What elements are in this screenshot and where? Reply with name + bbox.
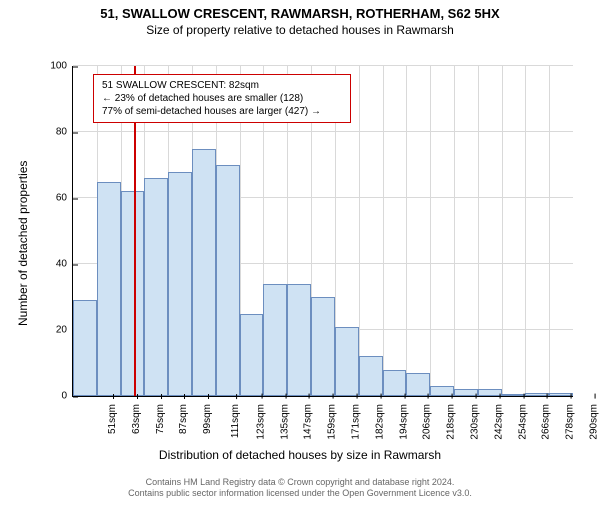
histogram-bar [192,149,216,397]
histogram-bar [121,191,145,396]
grid-vertical [359,66,360,396]
x-tick-label: 278sqm [565,404,576,440]
x-tick-label: 111sqm [230,404,241,438]
x-tick-label: 266sqm [541,404,552,440]
x-tick-label: 99sqm [202,404,213,434]
x-tick-label: 87sqm [178,404,189,434]
y-tick-label: 40 [56,259,73,270]
histogram-bar [311,297,335,396]
grid-vertical [549,66,550,396]
histogram-bar [383,370,407,396]
grid-vertical [383,66,384,396]
y-tick-label: 20 [56,325,73,336]
histogram-bar [168,172,192,396]
histogram-bar [478,389,502,396]
x-tick-label: 159sqm [327,404,338,440]
x-tick-label: 135sqm [279,404,290,440]
histogram-plot: 02040608010051sqm63sqm75sqm87sqm99sqm111… [72,66,573,397]
y-tick-label: 80 [56,127,73,138]
x-tick-label: 182sqm [374,404,385,440]
x-tick-label: 254sqm [517,404,528,440]
page-subtitle: Size of property relative to detached ho… [0,23,600,37]
histogram-bar [263,284,287,396]
x-tick-label: 194sqm [398,404,409,440]
x-tick-label: 51sqm [107,404,118,434]
x-tick-label: 242sqm [493,404,504,440]
y-axis-label: Number of detached properties [16,161,30,326]
histogram-bar [549,393,573,396]
histogram-bar [454,389,478,396]
x-tick-label: 230sqm [470,404,481,440]
histogram-bar [287,284,311,396]
y-tick-label: 100 [50,61,73,72]
grid-vertical [525,66,526,396]
x-tick-label: 63sqm [131,404,142,434]
histogram-bar [430,386,454,396]
grid-vertical [502,66,503,396]
page-title: 51, SWALLOW CRESCENT, RAWMARSH, ROTHERHA… [0,6,600,21]
histogram-bar [144,178,168,396]
histogram-bar [502,394,526,396]
y-tick-label: 60 [56,193,73,204]
footer-line-2: Contains public sector information licen… [0,488,600,500]
histogram-bar [359,356,383,396]
grid-horizontal [73,65,573,66]
annotation-line: 77% of semi-detached houses are larger (… [102,105,342,118]
x-tick-label: 147sqm [303,404,314,440]
histogram-bar [240,314,264,397]
annotation-line: 51 SWALLOW CRESCENT: 82sqm [102,79,342,92]
x-tick-label: 206sqm [422,404,433,440]
histogram-bar [97,182,121,397]
annotation-line: ← 23% of detached houses are smaller (12… [102,92,342,105]
x-tick-label: 290sqm [589,404,600,440]
grid-vertical [478,66,479,396]
footer-line-1: Contains HM Land Registry data © Crown c… [0,477,600,489]
histogram-bar [73,300,97,396]
x-axis-label: Distribution of detached houses by size … [0,448,600,462]
grid-horizontal [73,131,573,132]
grid-vertical [406,66,407,396]
x-tick-label: 75sqm [155,404,166,434]
grid-vertical [454,66,455,396]
x-tick-label: 123sqm [255,404,266,440]
x-tick-label: 218sqm [446,404,457,440]
histogram-bar [216,165,240,396]
annotation-box: 51 SWALLOW CRESCENT: 82sqm← 23% of detac… [93,74,351,123]
histogram-bar [406,373,430,396]
x-tick-label: 171sqm [351,404,362,440]
attribution-footer: Contains HM Land Registry data © Crown c… [0,477,600,500]
y-tick-label: 0 [61,391,73,402]
histogram-bar [335,327,359,396]
grid-vertical [430,66,431,396]
